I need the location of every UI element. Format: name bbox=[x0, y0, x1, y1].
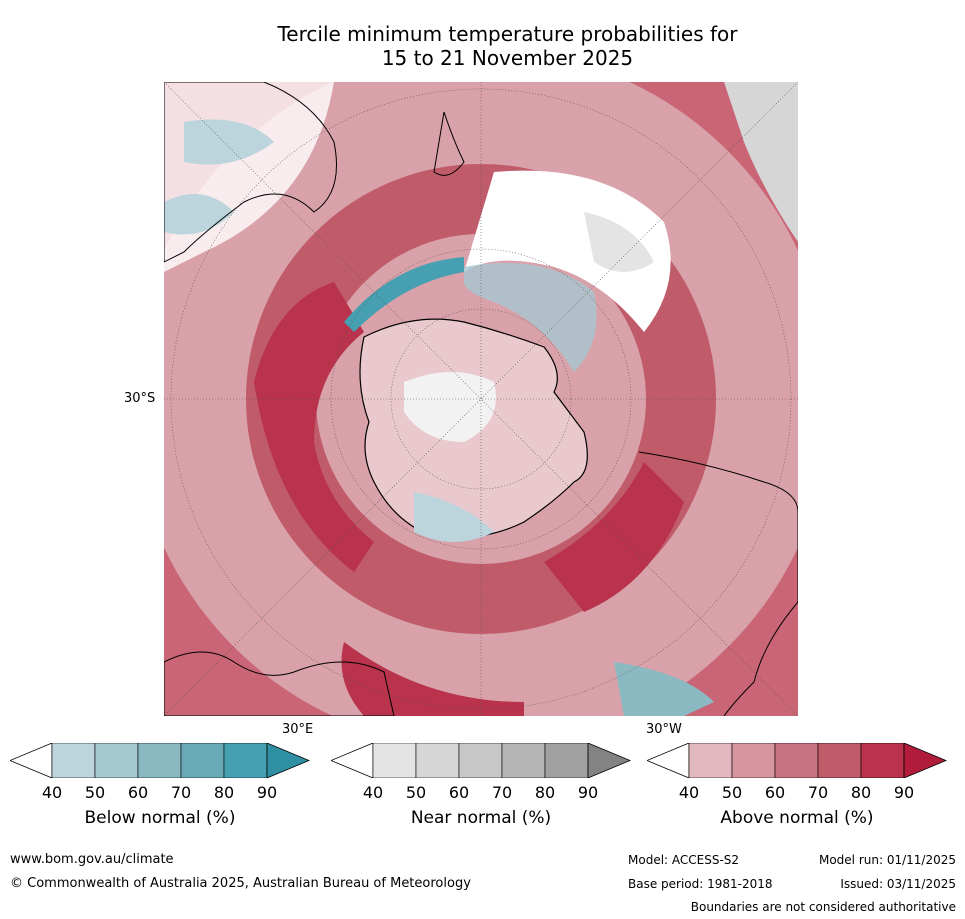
issued-text: Issued: 03/11/2025 bbox=[840, 877, 956, 891]
white-band-north bbox=[464, 170, 671, 332]
colorbar-tick-label: 60 bbox=[448, 783, 470, 802]
deep-red-south bbox=[341, 642, 524, 716]
disclaimer-text: Boundaries are not considered authoritat… bbox=[690, 900, 956, 914]
website-text: www.bom.gov.au/climate bbox=[10, 852, 174, 867]
colorbar-below-label: Below normal (%) bbox=[84, 808, 236, 828]
colorbar-segment bbox=[501, 742, 546, 779]
australia-coastline bbox=[164, 82, 337, 263]
colorbar-tick-label: 80 bbox=[534, 783, 556, 802]
colorbar-tick-label: 90 bbox=[893, 783, 915, 802]
colorbar-extend-low bbox=[8, 742, 53, 779]
graticule bbox=[164, 82, 798, 716]
colorbar-segment bbox=[817, 742, 862, 779]
colorbar-extend-high bbox=[587, 742, 632, 779]
colorbar-segment bbox=[731, 742, 776, 779]
colorbar-tick-label: 40 bbox=[41, 783, 63, 802]
colorbar-extend-high bbox=[266, 742, 311, 779]
colorbar-segment bbox=[372, 742, 417, 779]
deep-red-arc-east bbox=[544, 462, 684, 612]
base-period-text: Base period: 1981-2018 bbox=[628, 877, 773, 891]
colorbar-segment bbox=[223, 742, 268, 779]
title-line-1: Tercile minimum temperature probabilitie… bbox=[277, 22, 738, 46]
model-text: Model: ACCESS-S2 bbox=[628, 853, 740, 867]
teal-arc bbox=[344, 257, 464, 332]
colorbar-below-svg bbox=[8, 742, 311, 779]
grey-band-north bbox=[584, 212, 654, 272]
lon-label-30w: 30°W bbox=[646, 722, 682, 737]
antarctica-interior bbox=[404, 372, 496, 442]
colorbar-segment bbox=[415, 742, 460, 779]
colorbar-tick-label: 50 bbox=[721, 783, 743, 802]
colorbar-tick-label: 50 bbox=[84, 783, 106, 802]
colorbar-segment bbox=[688, 742, 733, 779]
colorbar-segment bbox=[458, 742, 503, 779]
new-zealand-coastline bbox=[433, 111, 465, 176]
colorbar-above-svg bbox=[645, 742, 948, 779]
colorbar-tick-label: 80 bbox=[850, 783, 872, 802]
colorbar-tick-label: 90 bbox=[256, 783, 278, 802]
colorbar-near-label: Near normal (%) bbox=[410, 808, 552, 828]
grey-region-ne bbox=[724, 82, 798, 242]
colorbar-segment bbox=[860, 742, 905, 779]
colorbar-tick-label: 60 bbox=[127, 783, 149, 802]
colorbar-extend-low bbox=[645, 742, 690, 779]
colorbar-segment bbox=[94, 742, 139, 779]
colorbar-tick-label: 40 bbox=[678, 783, 700, 802]
colorbar-above-label: Above normal (%) bbox=[720, 808, 874, 828]
colorbar-tick-label: 40 bbox=[362, 783, 384, 802]
blue-patch-se bbox=[614, 662, 714, 716]
colorbar-tick-label: 70 bbox=[491, 783, 513, 802]
polar-map bbox=[164, 82, 798, 716]
colorbar-tick-label: 50 bbox=[405, 783, 427, 802]
colorbar-extend-low bbox=[329, 742, 374, 779]
blue-patch-w bbox=[164, 194, 234, 235]
colorbar-segment bbox=[51, 742, 96, 779]
title-line-2: 15 to 21 November 2025 bbox=[381, 46, 634, 70]
africa-coastline bbox=[164, 651, 395, 716]
lon-label-30e: 30°E bbox=[282, 722, 314, 737]
deep-red-arc-west bbox=[254, 282, 374, 572]
blue-patch-nw bbox=[184, 119, 274, 165]
colorbar-tick-label: 90 bbox=[577, 783, 599, 802]
colorbar-segment bbox=[774, 742, 819, 779]
chart-title: Tercile minimum temperature probabilitie… bbox=[160, 22, 855, 70]
colorbar-segment bbox=[544, 742, 589, 779]
colorbar-tick-label: 70 bbox=[807, 783, 829, 802]
lat-label-30s: 30°S bbox=[124, 391, 156, 406]
colorbar-tick-label: 80 bbox=[213, 783, 235, 802]
map-canvas bbox=[164, 82, 798, 716]
colorbar-tick-label: 70 bbox=[170, 783, 192, 802]
colorbar-near-svg bbox=[329, 742, 632, 779]
model-run-text: Model run: 01/11/2025 bbox=[818, 853, 956, 867]
blue-patch-south bbox=[414, 492, 494, 542]
colorbar-segment bbox=[137, 742, 182, 779]
blue-arc-east bbox=[464, 262, 597, 372]
copyright-text: © Commonwealth of Australia 2025, Austra… bbox=[10, 876, 471, 891]
colorbar-extend-high bbox=[903, 742, 948, 779]
colorbar-segment bbox=[180, 742, 225, 779]
colorbar-tick-label: 60 bbox=[764, 783, 786, 802]
